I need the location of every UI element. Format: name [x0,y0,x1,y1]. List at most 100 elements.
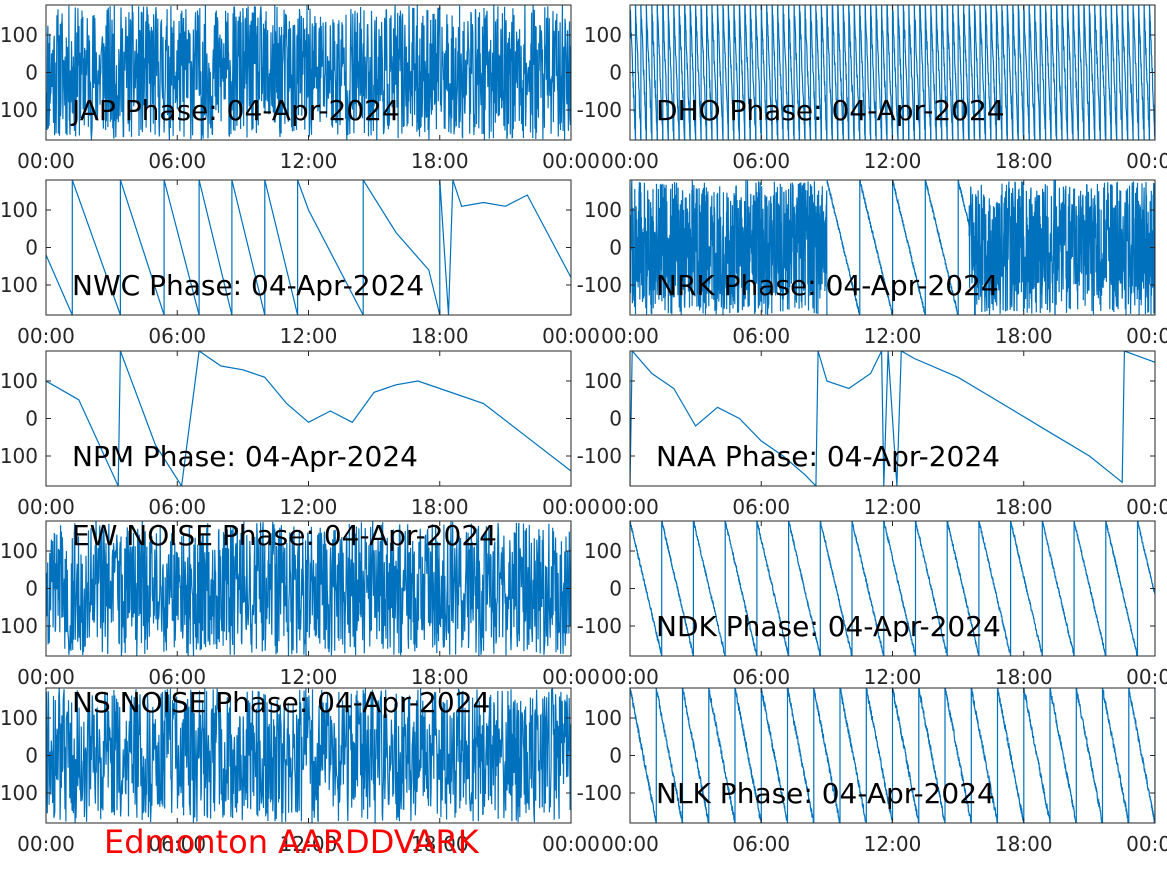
series-line [782,5,790,140]
series-group [630,180,1155,315]
x-tick-label: 00:00 [17,495,75,519]
series-line [930,5,937,140]
series-line [1073,521,1107,656]
series-group [46,351,571,486]
x-tick-label: 00:00 [542,495,600,519]
x-tick-label: 12:00 [864,665,922,689]
series-line [883,521,916,656]
x-tick-label: 18:00 [411,495,469,519]
series-line [46,688,571,823]
series-line [640,5,647,140]
series-line [1101,688,1130,823]
series-line [716,5,724,140]
series-line [1028,5,1036,140]
x-tick-label: 18:00 [411,832,469,856]
footer-title: Edmonton AARDDVARK [104,823,479,861]
x-tick-label: 00:00 [1126,665,1167,689]
y-tick-label: 0 [25,236,38,260]
series-group [46,5,571,140]
series-line [1050,5,1058,140]
x-tick-label: 18:00 [995,149,1053,173]
series-line [946,521,980,656]
series-line [1121,5,1129,140]
series-line [918,688,946,823]
x-tick-label: 06:00 [732,495,790,519]
phase-panel: 00:00 06:00 12:00 18:00 00:00 -100 0 100 NDK Pha… [577,520,1167,689]
series-line [892,180,926,315]
series-line [46,180,571,315]
series-line [722,5,729,140]
series-line [786,688,815,823]
series-group [630,351,1155,486]
series-line [870,5,877,140]
series-line [865,688,894,823]
series-line [979,5,987,140]
series-line [684,5,691,140]
series-line [952,5,959,140]
series-line [760,688,789,823]
x-tick-label: 12:00 [864,149,922,173]
y-tick-label: -100 [0,273,38,297]
series-line [848,5,855,140]
panel-title: EW NOISE Phase: 04-Apr-2024 [72,519,497,552]
series-line [990,5,997,140]
x-tick-label: 12:00 [864,495,922,519]
x-tick-label: 06:00 [732,665,790,689]
series-line [804,5,812,140]
y-tick-label: 100 [0,23,38,47]
x-tick-label: 00:00 [17,149,75,173]
y-tick-label: -100 [0,98,38,122]
series-line [634,5,642,140]
y-tick-label: 0 [25,577,38,601]
y-tick-label: 0 [25,744,38,768]
y-tick-label: 0 [25,407,38,431]
series-line [1023,688,1051,823]
x-tick-label: 12:00 [280,495,338,519]
series-line [1077,5,1085,140]
series-line [724,521,758,656]
series-line [645,5,653,140]
y-tick-label: -100 [577,273,622,297]
series-line [667,5,675,140]
phase-panel: 00:00 06:00 12:00 18:00 00:00 -100 0 100 JAP Pha… [0,4,600,173]
series-line [46,5,571,140]
y-tick-label: -100 [0,781,38,805]
series-line [661,521,694,656]
series-line [820,5,828,140]
y-tick-label: 100 [584,539,622,563]
series-line [864,5,872,140]
series-line [756,521,790,656]
series-line [1127,5,1134,140]
series-line [46,521,571,656]
series-line [1049,688,1077,823]
x-tick-label: 18:00 [995,324,1053,348]
series-line [689,5,697,140]
x-tick-label: 18:00 [411,324,469,348]
y-tick-label: 100 [0,369,38,393]
series-line [1128,688,1155,823]
series-line [1094,5,1101,140]
x-tick-label: 00:00 [601,149,659,173]
series-line [984,5,992,140]
series-line [924,180,959,315]
x-tick-label: 06:00 [732,149,790,173]
x-tick-label: 06:00 [148,665,206,689]
series-line [738,5,746,140]
series-line [832,5,839,140]
panel-title: JAP Phase: 04-Apr-2024 [70,94,400,127]
series-line [919,5,926,140]
series-line [1056,5,1063,140]
series-line [1023,5,1030,140]
phase-panel: 00:00 06:00 12:00 18:00 00:00 -100 0 100 NWC Pha… [0,179,600,348]
panel-title: NAA Phase: 04-Apr-2024 [656,440,1000,473]
series-line [655,688,683,823]
y-tick-label: 100 [584,369,622,393]
series-line [859,5,866,140]
series-line [875,5,883,140]
series-line [913,5,921,140]
series-line [968,180,1155,315]
series-line [1034,5,1041,140]
series-line [1105,5,1112,140]
x-tick-label: 06:00 [148,324,206,348]
series-line [1148,5,1155,140]
